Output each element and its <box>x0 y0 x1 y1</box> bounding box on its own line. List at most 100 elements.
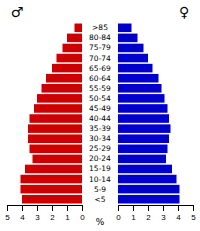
tick-label: 4 <box>20 213 25 222</box>
bar <box>63 44 83 53</box>
category-label: <5 <box>94 195 105 204</box>
bar <box>52 64 82 73</box>
axis-line <box>8 206 83 212</box>
tick-mark <box>178 205 179 211</box>
tick-label: 5 <box>191 213 196 222</box>
category-label: 20-24 <box>89 154 111 163</box>
category-label: 30-34 <box>89 134 111 143</box>
bar <box>118 64 153 73</box>
bar <box>118 185 180 194</box>
tick-label: 3 <box>35 213 40 222</box>
tick: 3 <box>35 205 40 222</box>
category-label: 5-9 <box>94 185 106 194</box>
category-label: 35-39 <box>89 124 111 133</box>
tick: 4 <box>176 205 181 222</box>
tick-mark <box>22 205 23 211</box>
category-label: 60-64 <box>89 74 111 83</box>
tick: 3 <box>161 205 166 222</box>
tick-mark <box>67 205 68 211</box>
bar <box>37 94 82 103</box>
bar <box>118 145 168 154</box>
tick: 5 <box>5 205 10 222</box>
category-label: 70-74 <box>89 54 111 63</box>
tick-label: 0 <box>116 213 121 222</box>
bar <box>30 145 83 154</box>
category-label: 80-84 <box>89 33 111 42</box>
tick-label: 1 <box>131 213 136 222</box>
tick-mark <box>37 205 38 211</box>
bar <box>57 54 83 63</box>
tick-label: 5 <box>5 213 10 222</box>
bar <box>46 74 82 83</box>
tick: 0 <box>116 205 121 222</box>
tick-mark <box>133 205 134 211</box>
tick-label: 3 <box>161 213 166 222</box>
bar <box>42 84 83 93</box>
category-label: 50-54 <box>89 94 111 103</box>
bar <box>118 155 166 164</box>
bars <box>118 24 180 204</box>
bar <box>25 165 82 174</box>
tick-label: 2 <box>146 213 151 222</box>
chart: 012345♂012345♀<55-910-1415-1920-2425-293… <box>0 0 200 231</box>
panel-title: ♀ <box>179 4 189 20</box>
category-label: 75-79 <box>89 43 111 52</box>
bar <box>75 24 83 33</box>
tick: 4 <box>20 205 25 222</box>
category-label: 15-19 <box>89 164 111 173</box>
bar <box>118 54 148 63</box>
bar <box>118 104 168 113</box>
bar <box>118 44 144 53</box>
tick-mark <box>163 205 164 211</box>
tick-label: 1 <box>65 213 70 222</box>
bar <box>118 24 132 33</box>
tick-mark <box>148 205 149 211</box>
x-axis: 0 1 2 3 4 5 <box>5 205 85 222</box>
tick-mark <box>193 205 194 211</box>
bar <box>118 74 159 83</box>
tick-mark <box>82 205 83 211</box>
bar <box>21 185 83 194</box>
bar <box>118 114 169 123</box>
bar <box>33 155 83 164</box>
axis-line <box>119 206 194 212</box>
bar <box>118 134 169 143</box>
bar <box>21 175 83 184</box>
tick-label: 4 <box>176 213 181 222</box>
category-label: 65-69 <box>89 64 111 73</box>
bar <box>118 195 180 204</box>
tick: 0 <box>80 205 85 222</box>
bar <box>28 124 82 133</box>
bar <box>118 34 138 43</box>
category-label: 10-14 <box>89 175 111 184</box>
tick-label: 0 <box>80 213 85 222</box>
bar <box>22 195 82 204</box>
tick: 1 <box>131 205 136 222</box>
bar <box>30 114 83 123</box>
panel-title: ♂ <box>11 4 24 20</box>
tick-mark <box>7 205 8 211</box>
bar <box>118 84 162 93</box>
category-label: 25-29 <box>89 144 111 153</box>
x-axis: 0 1 2 3 4 5 <box>116 205 196 222</box>
category-label: 40-44 <box>89 114 111 123</box>
bar <box>34 104 82 113</box>
tick-label: 2 <box>50 213 55 222</box>
tick-mark <box>118 205 119 211</box>
category-label: 55-59 <box>89 84 111 93</box>
age-labels: <55-910-14 15-1920-2425-2930-3435-3940-44… <box>89 23 111 203</box>
tick: 1 <box>65 205 70 222</box>
bar <box>67 34 82 43</box>
tick: 2 <box>146 205 151 222</box>
bar <box>118 175 177 184</box>
category-label: 45-49 <box>89 104 111 113</box>
bars <box>21 24 83 204</box>
bar <box>118 94 165 103</box>
x-axis-label: % <box>96 217 105 227</box>
bar <box>28 134 82 143</box>
tick-mark <box>52 205 53 211</box>
panel-right: 0 1 2 3 4 5 ♀ <box>116 4 196 222</box>
tick: 5 <box>191 205 196 222</box>
panel-left: 0 1 2 3 4 5 ♂ <box>5 4 85 222</box>
category-label: >85 <box>92 23 108 32</box>
